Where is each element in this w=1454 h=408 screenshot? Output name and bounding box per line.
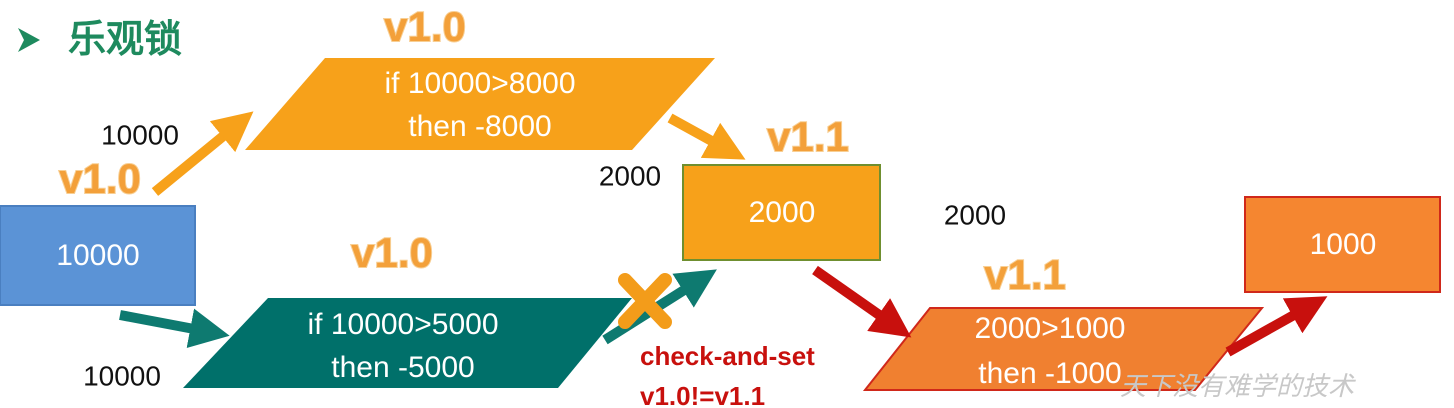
- start-box: [0, 205, 196, 306]
- arrow: [1225, 296, 1328, 357]
- version: v1.1: [984, 251, 1066, 298]
- end-box: [1244, 196, 1441, 293]
- version: v1.0: [384, 3, 466, 50]
- middle-box: [682, 164, 881, 261]
- version: v1.1: [767, 113, 849, 160]
- update-b: [183, 298, 632, 388]
- arrow: [667, 113, 746, 160]
- node-label: then -5000: [331, 351, 474, 384]
- node-label: 2000>1000: [975, 312, 1126, 345]
- node-label: 2000: [749, 196, 816, 229]
- node-label: if 10000>8000: [384, 67, 575, 100]
- watermark: 天下没有难学的技术: [1120, 371, 1356, 401]
- conflict-label: v1.0!=v1.1: [640, 381, 765, 408]
- node-label: then -1000: [978, 357, 1121, 390]
- node-label: 10000: [56, 239, 139, 272]
- bullet: [18, 28, 40, 52]
- arrow: [151, 111, 254, 196]
- node-label: if 10000>5000: [307, 308, 498, 341]
- node-label: 1000: [1310, 228, 1377, 261]
- title: 乐观锁: [68, 19, 182, 61]
- update-a: [245, 58, 715, 150]
- reject-mark: [618, 273, 672, 329]
- version: v1.0: [351, 229, 433, 276]
- node-label: then -8000: [408, 110, 551, 143]
- value-label: 10000: [101, 119, 179, 150]
- arrow: [119, 308, 230, 348]
- value-label: 2000: [944, 199, 1006, 230]
- arrow: [812, 265, 912, 338]
- conflict-label: check-and-set: [640, 341, 815, 371]
- value-label: 10000: [83, 360, 161, 391]
- version: v1.0: [59, 155, 141, 202]
- value-label: 2000: [599, 160, 661, 191]
